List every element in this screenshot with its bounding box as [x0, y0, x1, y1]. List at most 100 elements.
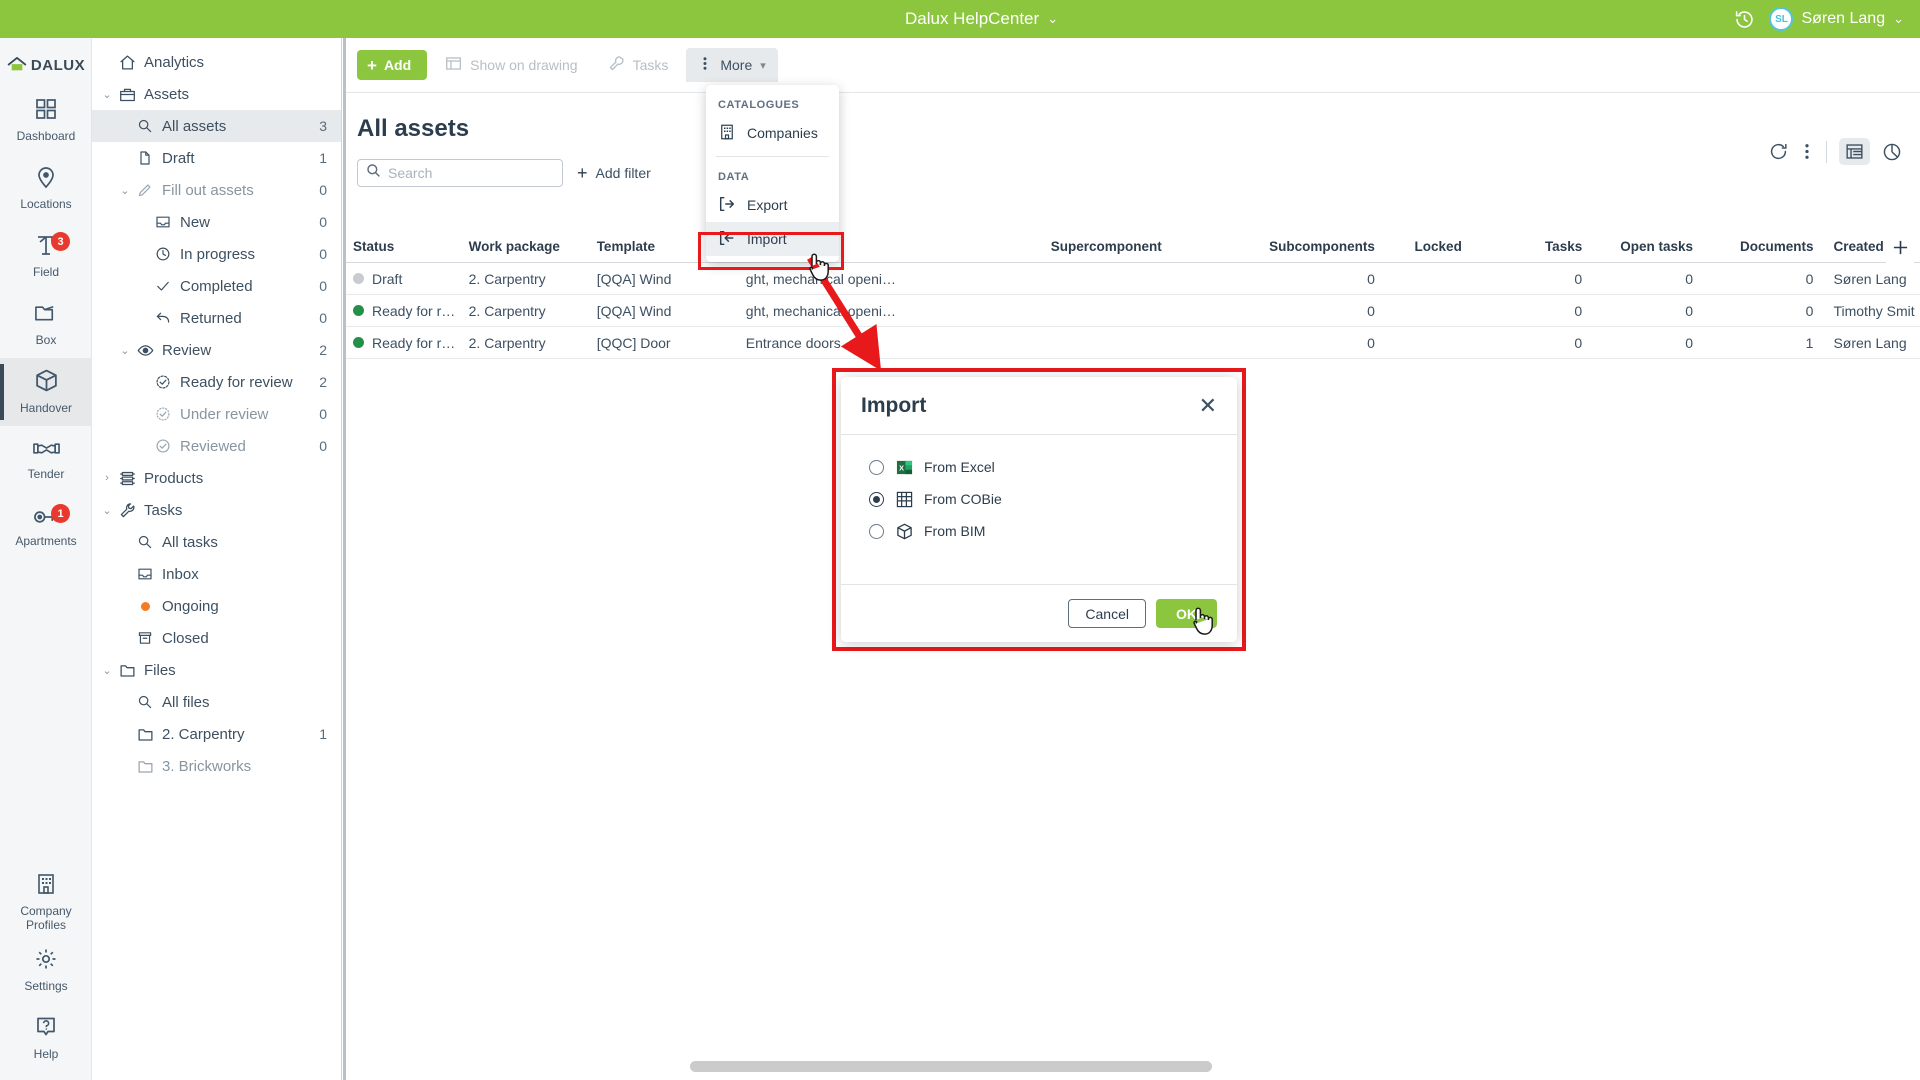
column-header[interactable]: Documents — [1739, 239, 1814, 254]
sidebar-item-fill-out-assets[interactable]: ⌄ Fill out assets 0 — [92, 174, 341, 206]
chevron-icon[interactable]: ⌄ — [102, 88, 112, 101]
menu-item-import[interactable]: Import — [706, 222, 839, 256]
sidebar-item-draft[interactable]: Draft 1 — [92, 142, 341, 174]
cube-icon — [895, 523, 913, 540]
status-cell: Ready for r… — [343, 303, 459, 319]
sidebar-item-all-assets[interactable]: All assets 3 — [92, 110, 341, 142]
project-selector[interactable]: Dalux HelpCenter ⌄ — [905, 9, 1058, 29]
column-header[interactable]: Tasks — [1544, 239, 1583, 254]
option-from-cobie[interactable]: From COBie — [869, 483, 1237, 515]
sidebar-item-closed[interactable]: Closed — [92, 622, 341, 654]
sidebar-item-all-files[interactable]: All files — [92, 686, 341, 718]
horizontal-scrollbar[interactable] — [690, 1061, 1920, 1072]
sidebar-item-ready-for-review[interactable]: Ready for review 2 — [92, 366, 341, 398]
sidebar-item-2-carpentry[interactable]: 2. Carpentry 1 — [92, 718, 341, 750]
divider — [1826, 140, 1827, 163]
sidebar-item-analytics[interactable]: Analytics — [92, 46, 341, 78]
more-vertical-icon[interactable] — [1800, 142, 1814, 161]
column-header[interactable]: Created b — [1833, 239, 1896, 254]
plus-icon: + — [577, 163, 588, 183]
inbox-icon — [152, 214, 174, 230]
column-header[interactable]: Subcomponents — [1269, 239, 1375, 254]
close-icon[interactable]: ✕ — [1198, 392, 1217, 418]
rail-item-dashboard[interactable]: Dashboard — [0, 86, 92, 154]
add-filter-button[interactable]: + Add filter — [577, 164, 651, 182]
rail-item-field[interactable]: 3 Field — [0, 222, 92, 290]
sidebar-item-products[interactable]: › Products — [92, 462, 341, 494]
sidebar-item-reviewed[interactable]: Reviewed 0 — [92, 430, 341, 462]
chevron-icon[interactable]: ⌄ — [102, 504, 112, 517]
rail-item-box[interactable]: Box — [0, 290, 92, 358]
sidebar-item-completed[interactable]: Completed 0 — [92, 270, 341, 302]
add-button[interactable]: + Add — [357, 50, 428, 80]
sidebar-item-3-brickworks[interactable]: 3. Brickworks — [92, 750, 341, 782]
rail-item-locations[interactable]: Locations — [0, 154, 92, 222]
cell-template: [QQA] Wind — [596, 270, 672, 287]
sidebar-item-assets[interactable]: ⌄ Assets — [92, 78, 341, 110]
tasks-button-label: Tasks — [632, 57, 669, 73]
cancel-button[interactable]: Cancel — [1068, 599, 1146, 628]
radio-from-excel[interactable] — [869, 459, 884, 475]
menu-item-companies[interactable]: Companies — [706, 116, 839, 150]
user-menu[interactable]: SL Søren Lang ⌄ — [1769, 7, 1904, 31]
chevron-icon[interactable]: ⌄ — [102, 664, 112, 677]
sidebar-item-files[interactable]: ⌄ Files — [92, 654, 341, 686]
option-from-bim[interactable]: From BIM — [869, 515, 1237, 547]
rail-item-handover[interactable]: Handover — [0, 358, 92, 426]
chevron-icon[interactable]: ⌄ — [120, 344, 130, 357]
status-label: Ready for r… — [372, 334, 456, 351]
status-label: Ready for r… — [372, 302, 456, 319]
sidebar-item-count: 2 — [319, 374, 327, 390]
ok-button[interactable]: OK — [1156, 599, 1217, 628]
rail-item-tender[interactable]: Tender — [0, 426, 92, 494]
rail-item-settings[interactable]: Settings — [0, 936, 92, 1004]
search-input[interactable]: Search — [357, 159, 563, 187]
sidebar-item-ongoing[interactable]: Ongoing — [92, 590, 341, 622]
history-icon[interactable] — [1734, 9, 1755, 30]
handshake-icon — [32, 439, 60, 464]
chevron-icon[interactable]: ⌄ — [120, 184, 130, 197]
sidebar-item-label: Inbox — [162, 565, 199, 583]
list-view-icon[interactable] — [1839, 138, 1870, 165]
sidebar-item-inbox[interactable]: Inbox — [92, 558, 341, 590]
pie-chart-icon[interactable] — [1882, 142, 1902, 162]
refresh-icon[interactable] — [1769, 142, 1788, 161]
column-header[interactable]: Status — [353, 239, 395, 254]
sidebar-item-under-review[interactable]: Under review 0 — [92, 398, 341, 430]
table-row[interactable]: Ready for r… 2. Carpentry [QQA] Wind ght, m… — [343, 295, 1920, 327]
sidebar-item-tasks[interactable]: ⌄ Tasks — [92, 494, 341, 526]
sidebar-item-new[interactable]: New 0 — [92, 206, 341, 238]
option-from-excel[interactable]: X From Excel — [869, 451, 1237, 483]
sidebar-item-label: All assets — [162, 117, 227, 135]
column-header[interactable]: Open tasks — [1620, 239, 1694, 254]
column-header[interactable]: Supercomponent — [1050, 239, 1162, 254]
sidebar-item-in-progress[interactable]: In progress 0 — [92, 238, 341, 270]
sidebar-item-all-tasks[interactable]: All tasks — [92, 526, 341, 558]
more-button[interactable]: More ▾ — [686, 48, 778, 82]
scrollbar-thumb[interactable] — [690, 1061, 1212, 1072]
sidebar-item-count: 2 — [319, 342, 327, 358]
building-icon — [718, 123, 736, 144]
chevron-icon[interactable]: › — [105, 472, 109, 484]
radio-from-bim[interactable] — [869, 523, 884, 539]
rail-label: Tender — [27, 466, 65, 481]
radio-from-cobie[interactable] — [869, 491, 884, 507]
sidebar-item-review[interactable]: ⌄ Review 2 — [92, 334, 341, 366]
sidebar-item-label: Products — [144, 469, 204, 487]
column-header[interactable]: Work package — [468, 239, 560, 254]
column-header[interactable]: Locked — [1414, 239, 1462, 254]
option-label: From BIM — [924, 523, 986, 539]
menu-item-export[interactable]: Export — [706, 188, 839, 222]
add-column-button[interactable] — [1886, 231, 1914, 263]
rail-item-company-profiles[interactable]: Company Profiles — [0, 868, 92, 936]
rail-badge: 3 — [51, 232, 70, 251]
rail-label: Help — [33, 1046, 59, 1061]
sidebar-item-returned[interactable]: Returned 0 — [92, 302, 341, 334]
rail-item-apartments[interactable]: 1 Apartments — [0, 494, 92, 562]
content-left-border — [343, 38, 346, 1080]
column-header[interactable]: Template — [596, 239, 655, 254]
sidebar-item-label: Tasks — [144, 501, 183, 519]
table-row[interactable]: Draft 2. Carpentry [QQA] Wind ght, mechanic… — [343, 263, 1920, 295]
table-row[interactable]: Ready for r… 2. Carpentry [QQC] Door Entran… — [343, 327, 1920, 359]
rail-item-help[interactable]: Help — [0, 1004, 92, 1072]
